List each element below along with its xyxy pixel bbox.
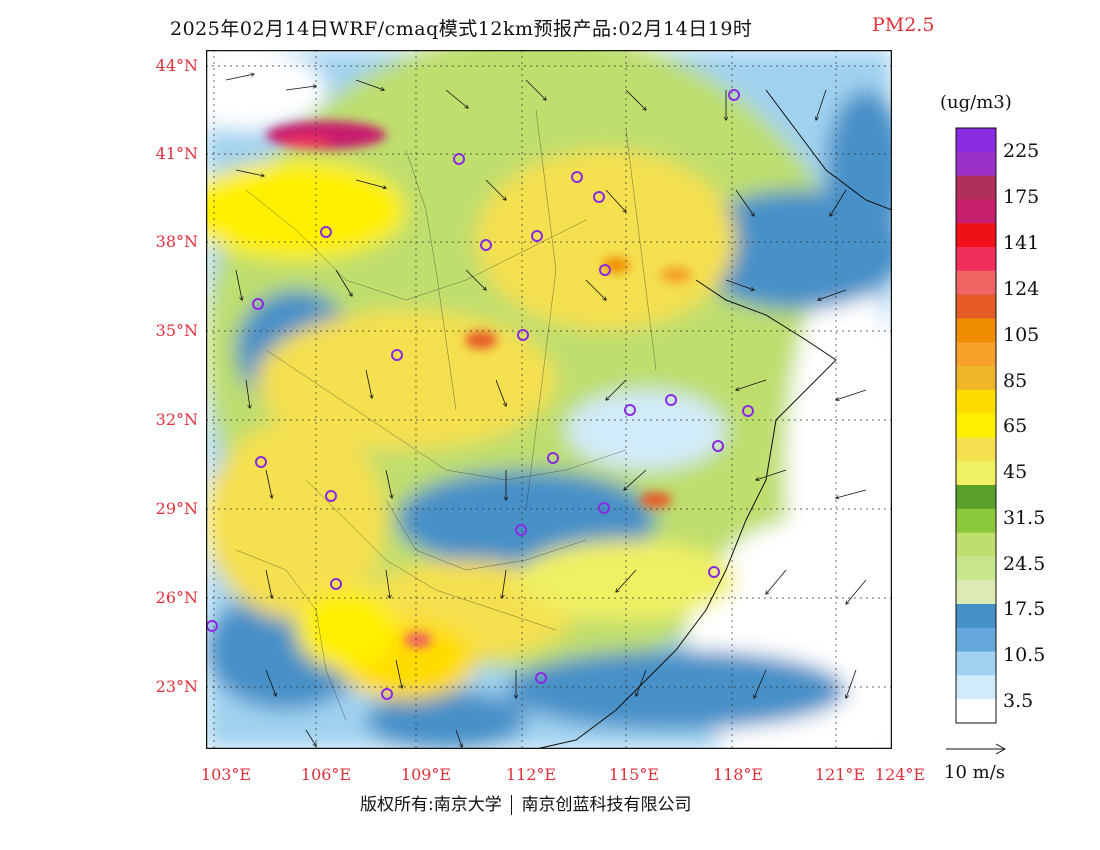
lon-label: 118°E — [712, 765, 764, 784]
legend-label: 85 — [1003, 370, 1028, 392]
lon-label: 109°E — [400, 765, 452, 784]
legend-swatch — [956, 675, 996, 700]
lat-label: 38°N — [155, 232, 198, 251]
pm25-map — [166, 30, 926, 780]
legend-swatch — [956, 461, 996, 486]
map-title: 2025年02月14日WRF/cmaq模式12km预报产品:02月14日19时 … — [0, 8, 1100, 40]
legend-swatch — [956, 342, 996, 367]
legend-swatch — [956, 294, 996, 319]
lon-label: 115°E — [608, 765, 660, 784]
map-frame — [205, 49, 893, 750]
legend-swatch — [956, 485, 996, 510]
title-variable-text: PM2.5 — [872, 14, 935, 36]
province-borders — [235, 109, 657, 721]
wind-reference-label: 10 m/s — [944, 762, 1005, 783]
legend-swatch — [956, 437, 996, 462]
wind-vectors — [225, 74, 867, 747]
legend-swatch — [956, 532, 996, 557]
legend-colorbar — [955, 127, 997, 724]
lon-label: 112°E — [505, 765, 557, 784]
graticule — [206, 50, 892, 749]
legend-swatch — [956, 128, 996, 153]
lon-label: 103°E — [200, 765, 252, 784]
copyright-divider — [511, 795, 513, 815]
legend-swatch — [956, 699, 996, 724]
legend-label: 3.5 — [1003, 690, 1034, 712]
legend-swatch — [956, 366, 996, 391]
copyright-company: 南京创蓝科技有限公司 — [521, 795, 692, 815]
legend-swatch — [956, 151, 996, 177]
legend-swatch — [956, 389, 996, 415]
legend-label: 225 — [1003, 140, 1040, 162]
lat-label: 32°N — [155, 410, 198, 429]
copyright-owner: 版权所有:南京大学 — [360, 795, 502, 815]
lon-label: 121°E — [814, 765, 866, 784]
legend-swatch — [956, 413, 996, 438]
concentration-field — [166, 30, 926, 780]
legend-label: 105 — [1003, 324, 1040, 346]
legend-swatch — [956, 175, 996, 200]
legend-swatch — [956, 318, 996, 343]
lat-label: 29°N — [155, 499, 198, 518]
legend-label: 175 — [1003, 186, 1040, 208]
coastline — [535, 89, 893, 750]
legend-frame — [955, 127, 997, 724]
wind-reference-arrow — [946, 743, 1007, 755]
legend-swatch — [956, 651, 996, 676]
legend-label: 24.5 — [1003, 553, 1046, 575]
lon-label: 106°E — [300, 765, 352, 784]
legend-swatch — [956, 223, 996, 248]
legend-label: 17.5 — [1003, 598, 1046, 620]
legend-label: 65 — [1003, 415, 1028, 437]
pm25-map-canvas — [166, 30, 926, 780]
lat-label: 26°N — [155, 588, 198, 607]
legend-swatch — [956, 627, 996, 653]
lon-label: 124°E — [874, 765, 926, 784]
legend-unit: (ug/m3) — [940, 92, 1012, 113]
legend-label: 141 — [1003, 232, 1040, 254]
legend-swatch — [956, 604, 996, 629]
title-main-text: 2025年02月14日WRF/cmaq模式12km预报产品:02月14日19时 — [170, 18, 753, 40]
legend-swatch — [956, 199, 996, 224]
legend-swatch — [956, 508, 996, 534]
legend-label: 10.5 — [1003, 644, 1046, 666]
legend-label: 45 — [1003, 461, 1028, 483]
legend-swatch — [956, 270, 996, 296]
lat-label: 35°N — [155, 321, 198, 340]
legend-swatch — [956, 247, 996, 272]
legend-swatch — [956, 556, 996, 581]
legend-label: 124 — [1003, 278, 1040, 300]
legend-label: 31.5 — [1003, 507, 1046, 529]
legend-swatch — [956, 580, 996, 605]
copyright: 版权所有:南京大学 南京创蓝科技有限公司 — [360, 790, 692, 815]
lat-label: 23°N — [155, 677, 198, 696]
lat-label: 41°N — [155, 144, 198, 163]
lat-label: 44°N — [155, 56, 198, 75]
concentration-hotspots — [266, 121, 692, 648]
